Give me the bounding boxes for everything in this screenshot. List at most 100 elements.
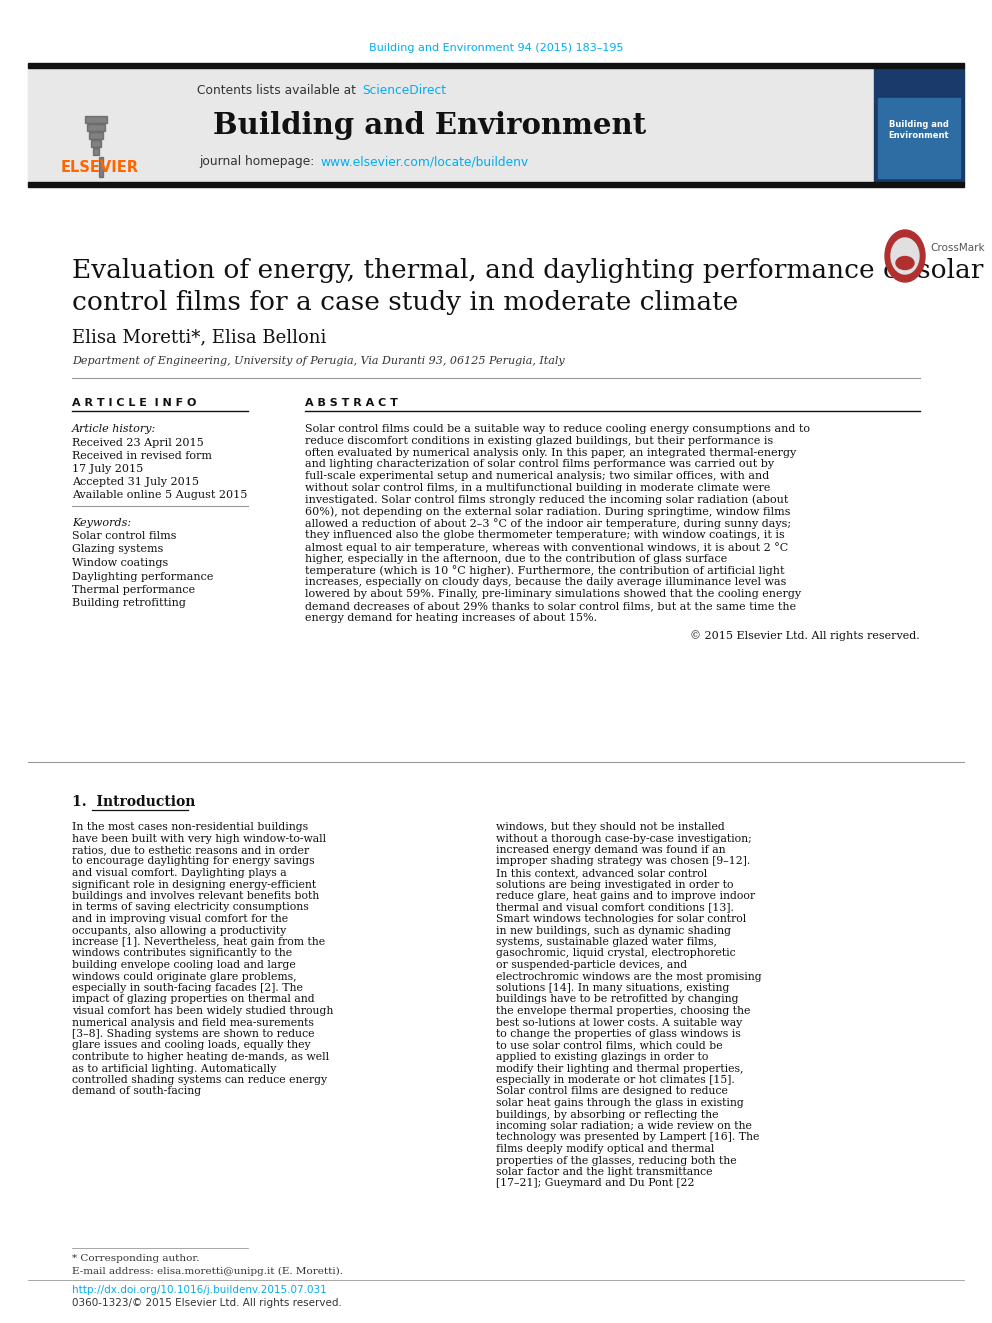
Bar	[28, 67, 874, 183]
Text: have been built with very high window-to-wall: have been built with very high window-to…	[72, 833, 326, 844]
Text: solutions are being investigated in order to: solutions are being investigated in orde…	[496, 880, 733, 889]
Text: systems, sustainable glazed water films,: systems, sustainable glazed water films,	[496, 937, 717, 947]
Text: Department of Engineering, University of Perugia, Via Duranti 93, 06125 Perugia,: Department of Engineering, University of…	[72, 356, 564, 366]
Text: A B S T R A C T: A B S T R A C T	[305, 398, 398, 407]
Text: increased energy demand was found if an: increased energy demand was found if an	[496, 845, 725, 855]
Text: thermal and visual comfort conditions [13].: thermal and visual comfort conditions [1…	[496, 902, 734, 913]
Text: the envelope thermal properties, choosing the: the envelope thermal properties, choosin…	[496, 1005, 750, 1016]
Text: © 2015 Elsevier Ltd. All rights reserved.: © 2015 Elsevier Ltd. All rights reserved…	[690, 631, 920, 642]
Ellipse shape	[891, 238, 919, 274]
Text: Building and Environment: Building and Environment	[213, 111, 647, 139]
Text: ratios, due to esthetic reasons and in order: ratios, due to esthetic reasons and in o…	[72, 845, 310, 855]
Text: electrochromic windows are the most promising: electrochromic windows are the most prom…	[496, 971, 762, 982]
Text: best so-lutions at lower costs. A suitable way: best so-lutions at lower costs. A suitab…	[496, 1017, 742, 1028]
Text: lowered by about 59%. Finally, pre-liminary simulations showed that the cooling : lowered by about 59%. Finally, pre-limin…	[305, 589, 802, 599]
Bar	[85, 116, 107, 123]
Text: especially in moderate or hot climates [15].: especially in moderate or hot climates […	[496, 1076, 735, 1085]
Text: and in improving visual comfort for the: and in improving visual comfort for the	[72, 914, 288, 923]
Text: solar heat gains through the glass in existing: solar heat gains through the glass in ex…	[496, 1098, 744, 1107]
Text: Article history:: Article history:	[72, 423, 157, 434]
Text: Elisa Moretti*, Elisa Belloni: Elisa Moretti*, Elisa Belloni	[72, 328, 326, 347]
Text: without a thorough case-by-case investigation;: without a thorough case-by-case investig…	[496, 833, 752, 844]
Text: windows contributes significantly to the: windows contributes significantly to the	[72, 949, 292, 958]
Text: Daylighting performance: Daylighting performance	[72, 572, 213, 582]
Text: Building and
Environment: Building and Environment	[889, 119, 949, 140]
Text: technology was presented by Lampert [16]. The: technology was presented by Lampert [16]…	[496, 1132, 759, 1143]
Text: reduce discomfort conditions in existing glazed buildings, but their performance: reduce discomfort conditions in existing…	[305, 435, 773, 446]
Text: significant role in designing energy-efficient: significant role in designing energy-eff…	[72, 880, 316, 889]
Text: solar factor and the light transmittance: solar factor and the light transmittance	[496, 1167, 712, 1177]
Text: improper shading strategy was chosen [9–12].: improper shading strategy was chosen [9–…	[496, 856, 750, 867]
Text: [3–8]. Shading systems are shown to reduce: [3–8]. Shading systems are shown to redu…	[72, 1029, 314, 1039]
Text: to use solar control films, which could be: to use solar control films, which could …	[496, 1040, 722, 1050]
Text: demand decreases of about 29% thanks to solar control films, but at the same tim: demand decreases of about 29% thanks to …	[305, 601, 797, 611]
Text: to change the properties of glass windows is: to change the properties of glass window…	[496, 1029, 741, 1039]
Text: Building and Environment 94 (2015) 183–195: Building and Environment 94 (2015) 183–1…	[369, 44, 623, 53]
Text: full-scale experimental setup and numerical analysis; two similar offices, with : full-scale experimental setup and numeri…	[305, 471, 769, 482]
Text: In the most cases non-residential buildings: In the most cases non-residential buildi…	[72, 822, 309, 832]
Text: in terms of saving electricity consumptions: in terms of saving electricity consumpti…	[72, 902, 309, 913]
Text: Solar control films could be a suitable way to reduce cooling energy consumption: Solar control films could be a suitable …	[305, 423, 810, 434]
Text: increase [1]. Nevertheless, heat gain from the: increase [1]. Nevertheless, heat gain fr…	[72, 937, 325, 947]
Text: applied to existing glazings in order to: applied to existing glazings in order to	[496, 1052, 708, 1062]
Text: investigated. Solar control films strongly reduced the incoming solar radiation : investigated. Solar control films strong…	[305, 495, 789, 505]
Text: ScienceDirect: ScienceDirect	[362, 83, 446, 97]
Text: Smart windows technologies for solar control: Smart windows technologies for solar con…	[496, 914, 746, 923]
Ellipse shape	[885, 230, 925, 282]
Text: buildings, by absorbing or reflecting the: buildings, by absorbing or reflecting th…	[496, 1110, 718, 1119]
Text: Glazing systems: Glazing systems	[72, 545, 164, 554]
Bar	[878, 98, 960, 179]
Text: ELSEVIER: ELSEVIER	[61, 160, 139, 176]
Text: gasochromic, liquid crystal, electrophoretic: gasochromic, liquid crystal, electrophor…	[496, 949, 736, 958]
Text: higher, especially in the afternoon, due to the contribution of glass surface: higher, especially in the afternoon, due…	[305, 554, 727, 564]
Text: modify their lighting and thermal properties,: modify their lighting and thermal proper…	[496, 1064, 743, 1073]
Text: and visual comfort. Daylighting plays a: and visual comfort. Daylighting plays a	[72, 868, 287, 878]
Text: Evaluation of energy, thermal, and daylighting performance of solar
control film: Evaluation of energy, thermal, and dayli…	[72, 258, 983, 315]
Text: increases, especially on cloudy days, because the daily average illuminance leve: increases, especially on cloudy days, be…	[305, 577, 787, 587]
Text: contribute to higher heating de-mands, as well: contribute to higher heating de-mands, a…	[72, 1052, 329, 1062]
Text: controlled shading systems can reduce energy: controlled shading systems can reduce en…	[72, 1076, 327, 1085]
Text: especially in south-facing facades [2]. The: especially in south-facing facades [2]. …	[72, 983, 303, 994]
Text: films deeply modify optical and thermal: films deeply modify optical and thermal	[496, 1144, 714, 1154]
Text: solutions [14]. In many situations, existing: solutions [14]. In many situations, exis…	[496, 983, 729, 994]
Text: 1.  Introduction: 1. Introduction	[72, 795, 195, 808]
Text: * Corresponding author.: * Corresponding author.	[72, 1254, 199, 1263]
Ellipse shape	[896, 257, 914, 270]
Text: glare issues and cooling loads, equally they: glare issues and cooling loads, equally …	[72, 1040, 310, 1050]
Text: windows could originate glare problems,: windows could originate glare problems,	[72, 971, 297, 982]
Text: Available online 5 August 2015: Available online 5 August 2015	[72, 490, 247, 500]
Text: reduce glare, heat gains and to improve indoor: reduce glare, heat gains and to improve …	[496, 890, 755, 901]
Text: 0360-1323/© 2015 Elsevier Ltd. All rights reserved.: 0360-1323/© 2015 Elsevier Ltd. All right…	[72, 1298, 342, 1308]
Text: energy demand for heating increases of about 15%.: energy demand for heating increases of a…	[305, 613, 597, 623]
Bar	[87, 124, 105, 131]
Text: Solar control films: Solar control films	[72, 531, 177, 541]
Bar	[874, 67, 964, 183]
Text: Solar control films are designed to reduce: Solar control films are designed to redu…	[496, 1086, 728, 1097]
Text: almost equal to air temperature, whereas with conventional windows, it is about : almost equal to air temperature, whereas…	[305, 542, 789, 553]
Text: allowed a reduction of about 2–3 °C of the indoor air temperature, during sunny : allowed a reduction of about 2–3 °C of t…	[305, 519, 792, 529]
Text: often evaluated by numerical analysis only. In this paper, an integrated thermal: often evaluated by numerical analysis on…	[305, 447, 797, 458]
Bar	[28, 183, 964, 187]
Text: occupants, also allowing a productivity: occupants, also allowing a productivity	[72, 926, 287, 935]
Text: in new buildings, such as dynamic shading: in new buildings, such as dynamic shadin…	[496, 926, 731, 935]
Text: Window coatings: Window coatings	[72, 558, 169, 568]
Text: buildings and involves relevant benefits both: buildings and involves relevant benefits…	[72, 890, 319, 901]
Text: Received in revised form: Received in revised form	[72, 451, 212, 460]
Text: A R T I C L E  I N F O: A R T I C L E I N F O	[72, 398, 196, 407]
Text: or suspended-particle devices, and: or suspended-particle devices, and	[496, 960, 687, 970]
Text: journal homepage:: journal homepage:	[198, 156, 318, 168]
Text: CrossMark: CrossMark	[930, 243, 985, 253]
Text: [17–21]; Gueymard and Du Pont [22: [17–21]; Gueymard and Du Pont [22	[496, 1179, 694, 1188]
Text: to encourage daylighting for energy savings: to encourage daylighting for energy savi…	[72, 856, 314, 867]
Bar	[28, 64, 964, 67]
Bar	[99, 157, 103, 177]
Text: numerical analysis and field mea-surements: numerical analysis and field mea-suremen…	[72, 1017, 313, 1028]
Text: without solar control films, in a multifunctional building in moderate climate w: without solar control films, in a multif…	[305, 483, 771, 493]
Text: buildings have to be retrofitted by changing: buildings have to be retrofitted by chan…	[496, 995, 738, 1004]
Text: incoming solar radiation; a wide review on the: incoming solar radiation; a wide review …	[496, 1121, 752, 1131]
Text: http://dx.doi.org/10.1016/j.buildenv.2015.07.031: http://dx.doi.org/10.1016/j.buildenv.201…	[72, 1285, 326, 1295]
Text: windows, but they should not be installed: windows, but they should not be installe…	[496, 822, 725, 832]
Text: and lighting characterization of solar control films performance was carried out: and lighting characterization of solar c…	[305, 459, 774, 470]
Text: as to artificial lighting. Automatically: as to artificial lighting. Automatically	[72, 1064, 277, 1073]
Text: temperature (which is 10 °C higher). Furthermore, the contribution of artificial: temperature (which is 10 °C higher). Fur…	[305, 566, 785, 577]
